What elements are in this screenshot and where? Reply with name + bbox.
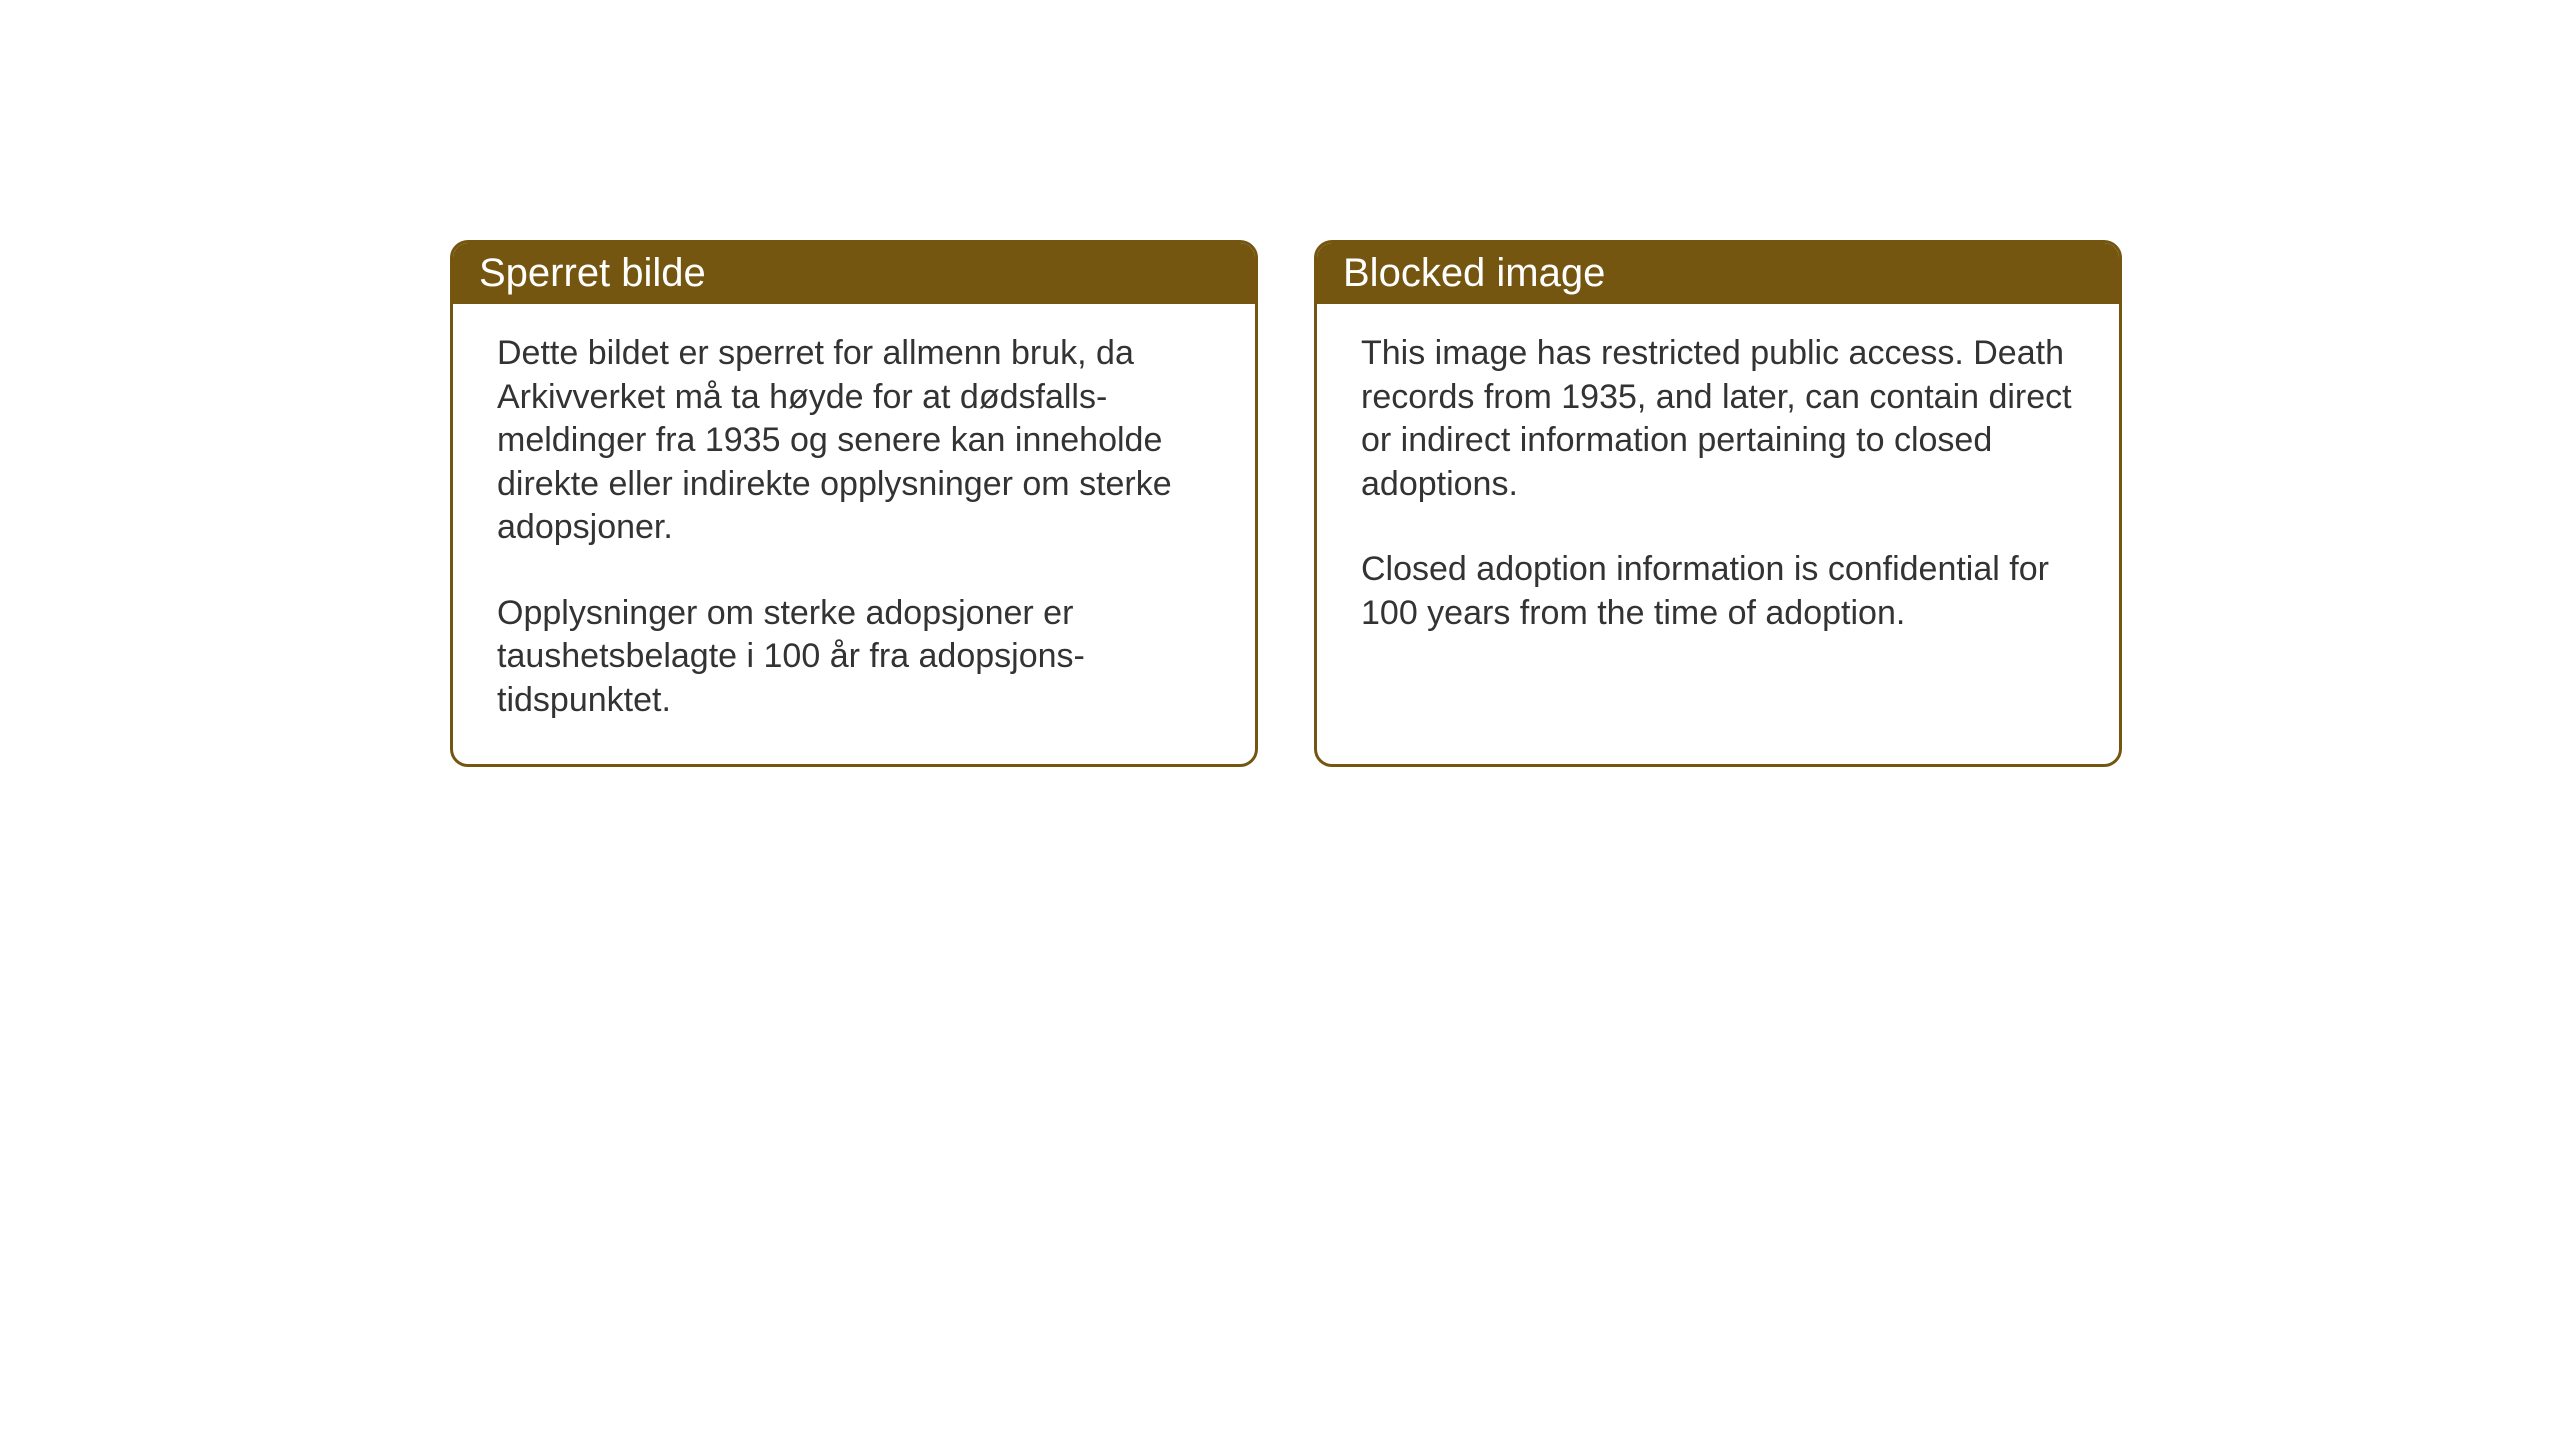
card-paragraph-english-1: This image has restricted public access.…	[1361, 332, 2075, 506]
card-paragraph-english-2: Closed adoption information is confident…	[1361, 548, 2075, 635]
notice-container: Sperret bilde Dette bildet er sperret fo…	[450, 240, 2122, 767]
card-paragraph-norwegian-2: Opplysninger om sterke adopsjoner er tau…	[497, 592, 1211, 723]
card-header-english: Blocked image	[1317, 243, 2119, 304]
notice-card-norwegian: Sperret bilde Dette bildet er sperret fo…	[450, 240, 1258, 767]
card-body-norwegian: Dette bildet er sperret for allmenn bruk…	[453, 304, 1255, 764]
card-header-norwegian: Sperret bilde	[453, 243, 1255, 304]
card-title-english: Blocked image	[1343, 251, 1605, 295]
card-paragraph-norwegian-1: Dette bildet er sperret for allmenn bruk…	[497, 332, 1211, 550]
card-title-norwegian: Sperret bilde	[479, 251, 706, 295]
card-body-english: This image has restricted public access.…	[1317, 304, 2119, 677]
notice-card-english: Blocked image This image has restricted …	[1314, 240, 2122, 767]
